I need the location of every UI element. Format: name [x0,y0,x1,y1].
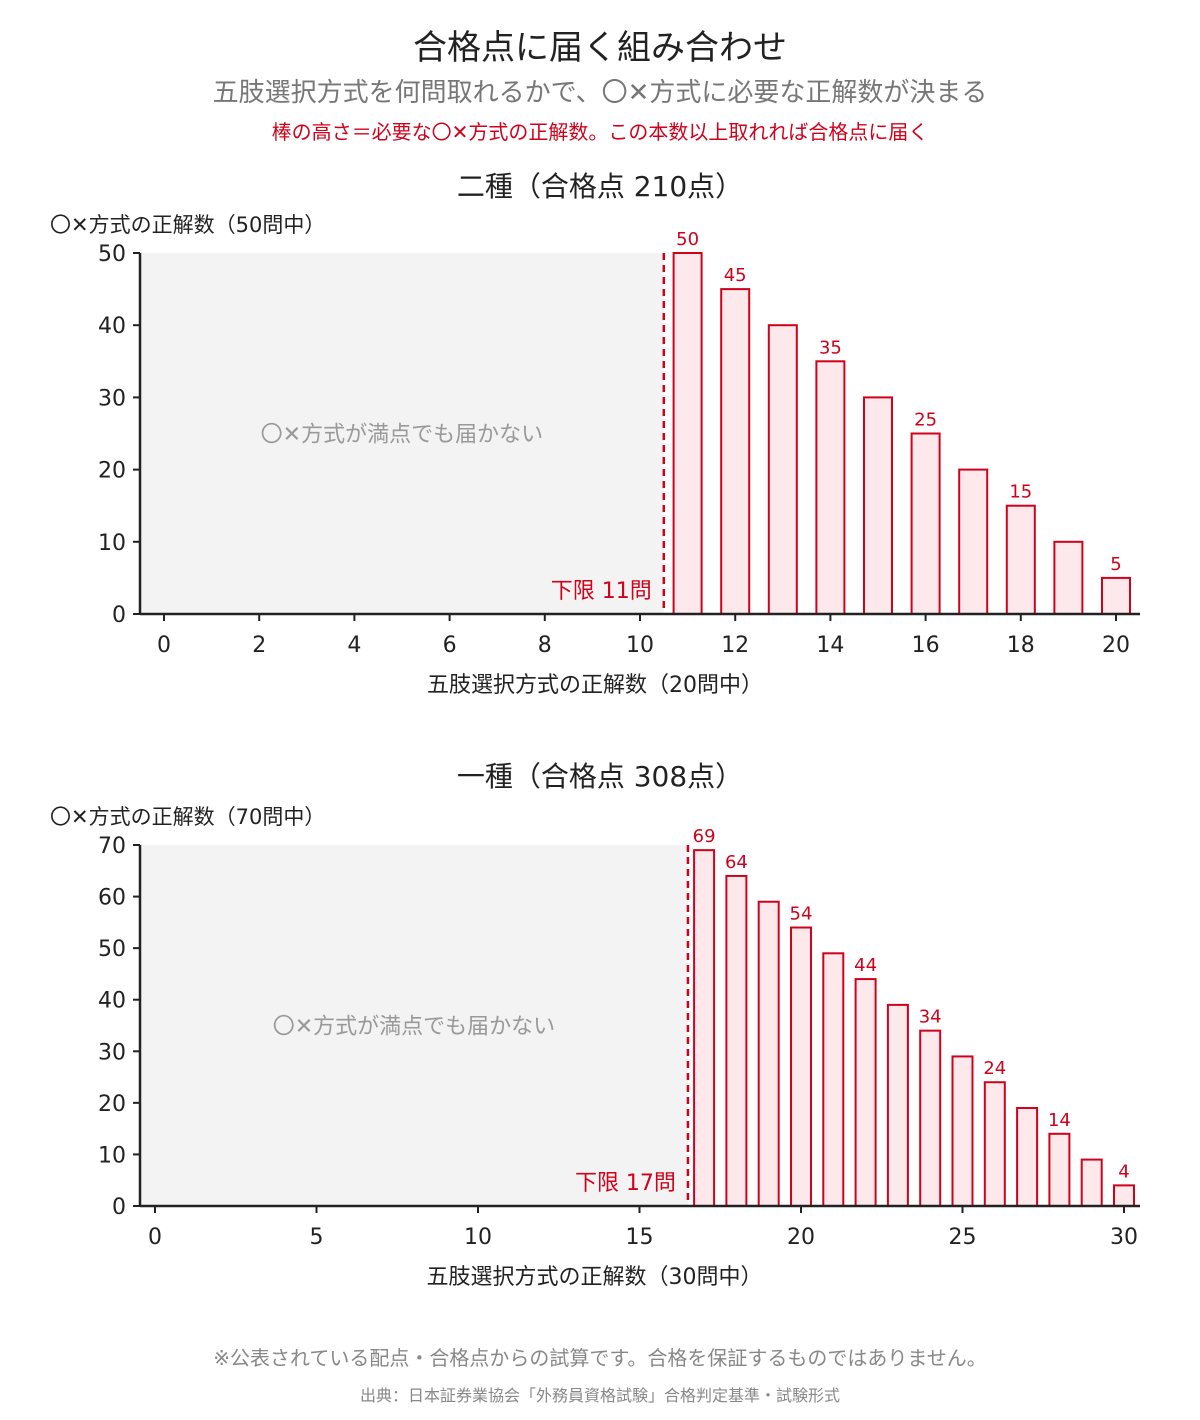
y-axis-label: 〇✕方式の正解数（50問中） [50,213,325,237]
y-tick-label: 50 [98,242,126,267]
bar [672,252,703,615]
bar [1080,1158,1103,1207]
y-tick-label: 20 [98,1092,126,1117]
x-tick-label: 25 [949,1225,977,1250]
chart-title: 一種（合格点 308点） [457,760,743,793]
bar-value-label: 5 [1110,554,1121,575]
y-axis-label: 〇✕方式の正解数（70問中） [50,805,325,829]
x-tick-label: 6 [443,633,457,658]
page-subtitle: 五肢選択方式を何問取れるかで、〇✕方式に必要な正解数が決まる [212,78,988,108]
x-axis-label: 五肢選択方式の正解数（20問中） [427,673,763,698]
bar [815,360,846,615]
y-tick-label: 40 [98,314,126,339]
source-text: 出典：日本証券業協会「外務員資格試験」合格判定基準・試験形式 [359,1386,840,1405]
bar [693,849,716,1208]
bar [720,288,751,615]
bar-value-label: 14 [1048,1110,1071,1131]
bar [822,952,845,1207]
bar [725,874,748,1207]
bar-value-label: 15 [1009,482,1032,503]
y-tick-label: 70 [98,834,126,859]
x-tick-label: 0 [157,633,171,658]
unreachable-label: 〇✕方式が満点でも届かない [261,423,543,448]
unreachable-region [140,845,688,1206]
bar-value-label: 45 [724,265,747,286]
charts-canvas: 二種（合格点 210点） 〇✕方式の正解数（50問中） 〇✕方式が満点でも届かない 5… [50,170,1140,1290]
bar [757,900,780,1207]
y-tick-label: 0 [112,1195,126,1220]
x-tick-label: 20 [787,1225,815,1250]
unreachable-region [140,253,664,614]
y-tick-label: 10 [98,1143,126,1168]
x-tick-label: 10 [464,1225,492,1250]
x-tick-label: 20 [1102,633,1130,658]
x-tick-label: 16 [912,633,940,658]
x-tick-label: 0 [148,1225,162,1250]
bar-value-label: 50 [676,229,699,250]
bar [790,926,812,1207]
y-tick-label: 10 [98,531,126,556]
x-tick-label: 4 [347,633,361,658]
y-tick-label: 0 [112,603,126,628]
bar [1048,1132,1071,1208]
x-tick-label: 14 [816,633,844,658]
x-tick-label: 2 [252,633,266,658]
bar [1016,1107,1039,1207]
bar [854,978,877,1207]
bar [983,1081,1006,1207]
x-tick-label: 12 [721,633,749,658]
unreachable-label: 〇✕方式が満点でも届かない [273,1015,555,1040]
bar [863,396,893,615]
bar-value-label: 25 [914,410,937,431]
x-tick-label: 8 [538,633,552,658]
bar [1101,576,1131,616]
x-tick-label: 10 [626,633,654,658]
bar [1005,504,1036,616]
bar [886,1003,909,1207]
x-tick-label: 15 [626,1225,654,1250]
chart-note: 棒の高さ＝必要な〇✕方式の正解数。この本数以上取れれば合格点に届く [271,120,929,144]
threshold-label: 下限 11問 [551,579,652,604]
threshold-label: 下限 17問 [575,1171,676,1196]
x-tick-label: 5 [310,1225,324,1250]
bar-value-label: 64 [725,852,748,873]
y-tick-label: 30 [98,386,126,411]
y-tick-label: 50 [98,937,126,962]
bar [1113,1184,1135,1208]
disclaimer-text: ※公表されている配点・合格点からの試算です。合格を保証するものではありません。 [213,1346,987,1370]
chart-title: 二種（合格点 210点） [457,170,743,203]
bar [1053,540,1084,615]
x-axis-label: 五肢選択方式の正解数（30問中） [427,1265,763,1290]
page-title: 合格点に届く組み合わせ [413,28,787,68]
bar [767,324,798,615]
y-tick-label: 30 [98,1040,126,1065]
bar-value-label: 34 [919,1007,942,1028]
bar-value-label: 24 [983,1058,1006,1079]
x-tick-label: 30 [1110,1225,1138,1250]
bar [919,1029,942,1207]
bar [910,432,941,615]
bar-value-label: 69 [693,826,716,847]
bar-value-label: 35 [819,337,842,358]
bar-value-label: 44 [854,955,877,976]
bar-value-label: 4 [1118,1161,1129,1182]
bar [958,468,989,615]
bar-value-label: 54 [790,904,813,925]
y-tick-label: 40 [98,989,126,1014]
x-tick-label: 18 [1007,633,1035,658]
y-tick-label: 20 [98,459,126,484]
bar [951,1055,974,1208]
y-tick-label: 60 [98,886,126,911]
